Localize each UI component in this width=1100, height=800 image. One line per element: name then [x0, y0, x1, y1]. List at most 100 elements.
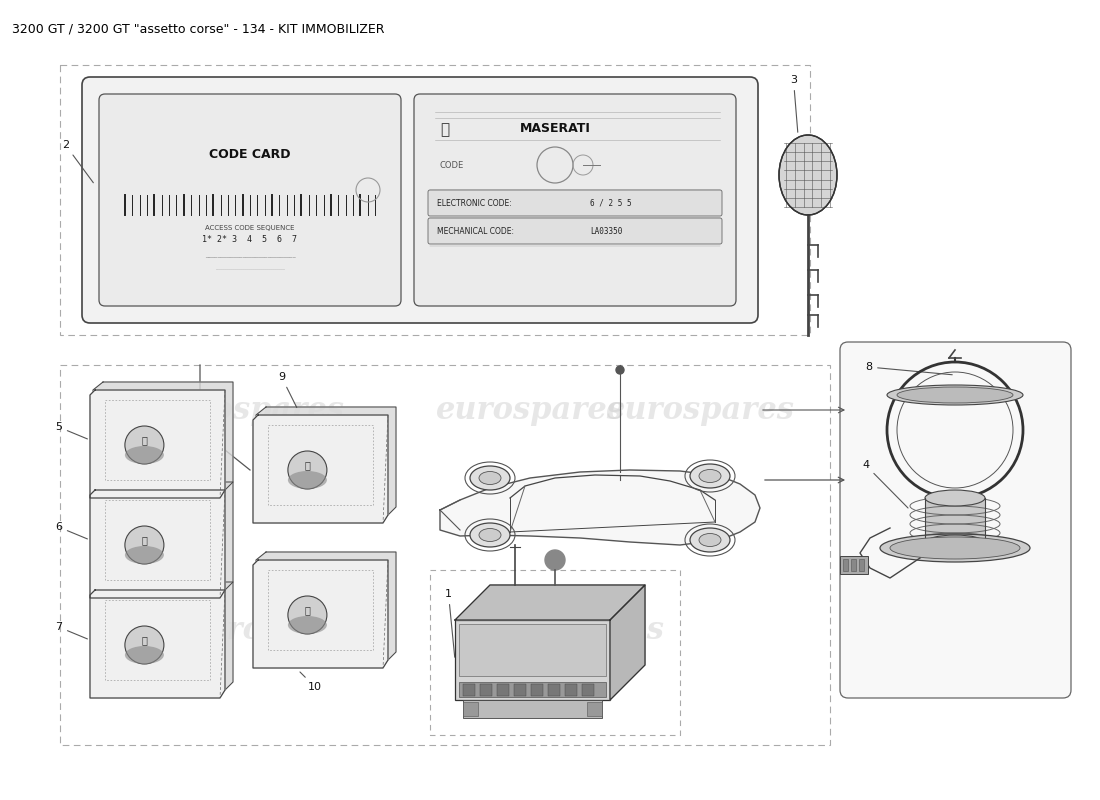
Bar	[60, 65, 810, 335]
Text: 7: 7	[55, 622, 87, 639]
Ellipse shape	[925, 490, 985, 506]
Bar	[497, 684, 509, 696]
Text: 3: 3	[790, 75, 798, 132]
Ellipse shape	[478, 529, 500, 542]
Ellipse shape	[925, 535, 985, 551]
FancyBboxPatch shape	[428, 218, 722, 244]
Polygon shape	[256, 407, 396, 517]
Bar	[268, 425, 373, 505]
Ellipse shape	[125, 546, 164, 564]
Bar	[60, 365, 830, 745]
Ellipse shape	[478, 471, 500, 485]
Ellipse shape	[288, 471, 327, 489]
Bar	[268, 570, 373, 650]
FancyBboxPatch shape	[414, 94, 736, 306]
Ellipse shape	[690, 528, 730, 552]
Polygon shape	[253, 415, 388, 523]
Bar	[104, 500, 210, 580]
Polygon shape	[90, 390, 226, 498]
Text: 𝛹: 𝛹	[142, 635, 147, 645]
Ellipse shape	[698, 534, 720, 546]
Text: 6: 6	[55, 522, 87, 539]
Text: 10: 10	[300, 672, 322, 692]
Text: 1* 2* 3  4  5  6  7: 1* 2* 3 4 5 6 7	[202, 235, 297, 245]
Text: MASERATI: MASERATI	[519, 122, 591, 134]
Text: 2: 2	[62, 140, 94, 182]
Text: 4: 4	[862, 460, 907, 508]
Bar	[430, 570, 680, 735]
Polygon shape	[94, 382, 233, 492]
Polygon shape	[90, 490, 226, 598]
Polygon shape	[256, 552, 396, 662]
Text: 𝛹: 𝛹	[440, 122, 450, 138]
Bar	[565, 684, 578, 696]
Polygon shape	[253, 560, 388, 668]
Ellipse shape	[125, 426, 164, 464]
Text: 9: 9	[278, 372, 297, 407]
Polygon shape	[94, 482, 233, 592]
Text: 3200 GT / 3200 GT "assetto corse" - 134 - KIT IMMOBILIZER: 3200 GT / 3200 GT "assetto corse" - 134 …	[12, 22, 385, 35]
FancyBboxPatch shape	[99, 94, 402, 306]
Bar	[514, 684, 526, 696]
Text: CODE CARD: CODE CARD	[209, 149, 290, 162]
Ellipse shape	[887, 385, 1023, 405]
Text: eurospares: eurospares	[186, 614, 374, 646]
Ellipse shape	[470, 466, 510, 490]
Text: _____________________________: _____________________________	[205, 253, 295, 258]
Ellipse shape	[125, 446, 164, 464]
Bar	[463, 700, 602, 718]
Ellipse shape	[125, 526, 164, 564]
FancyBboxPatch shape	[82, 77, 758, 323]
Polygon shape	[440, 470, 760, 545]
Ellipse shape	[470, 523, 510, 547]
Ellipse shape	[690, 464, 730, 488]
Ellipse shape	[880, 534, 1030, 562]
Text: 6 / 2 5 5: 6 / 2 5 5	[590, 198, 631, 207]
Bar	[463, 702, 478, 716]
Text: LA03350: LA03350	[590, 226, 623, 235]
Bar	[104, 600, 210, 680]
Ellipse shape	[698, 470, 720, 482]
Bar	[840, 556, 868, 574]
Circle shape	[616, 366, 624, 374]
Bar	[531, 684, 543, 696]
Text: 8: 8	[865, 362, 953, 374]
Text: eurospares: eurospares	[475, 614, 664, 646]
Text: 5: 5	[55, 422, 87, 439]
Polygon shape	[90, 590, 226, 698]
Bar	[582, 684, 594, 696]
Ellipse shape	[779, 135, 837, 215]
Bar	[463, 684, 475, 696]
Polygon shape	[610, 585, 645, 700]
Text: MECHANICAL CODE:: MECHANICAL CODE:	[437, 226, 514, 235]
Text: 𝛹: 𝛹	[305, 460, 310, 470]
Text: ...................................: ...................................	[214, 266, 285, 270]
Ellipse shape	[288, 596, 327, 634]
Bar	[459, 624, 606, 676]
Circle shape	[544, 550, 565, 570]
Bar	[843, 559, 848, 571]
Bar	[851, 559, 856, 571]
FancyBboxPatch shape	[840, 342, 1071, 698]
Bar	[104, 400, 210, 480]
Ellipse shape	[896, 387, 1013, 403]
Text: eurospares: eurospares	[155, 394, 344, 426]
Text: CODE: CODE	[440, 161, 464, 170]
Ellipse shape	[288, 451, 327, 489]
FancyBboxPatch shape	[428, 190, 722, 216]
Ellipse shape	[890, 537, 1020, 559]
Bar	[587, 702, 602, 716]
Polygon shape	[455, 585, 645, 620]
Ellipse shape	[125, 626, 164, 664]
Text: eurospares: eurospares	[606, 394, 794, 426]
Text: 1: 1	[446, 589, 454, 658]
Text: ACCESS CODE SEQUENCE: ACCESS CODE SEQUENCE	[206, 225, 295, 231]
Bar	[480, 684, 492, 696]
Bar	[859, 559, 864, 571]
Text: ELECTRONIC CODE:: ELECTRONIC CODE:	[437, 198, 512, 207]
Bar	[459, 682, 606, 697]
Text: 𝛹: 𝛹	[142, 435, 147, 445]
Ellipse shape	[125, 646, 164, 664]
Text: eurospares: eurospares	[436, 394, 625, 426]
Bar	[925, 498, 985, 543]
